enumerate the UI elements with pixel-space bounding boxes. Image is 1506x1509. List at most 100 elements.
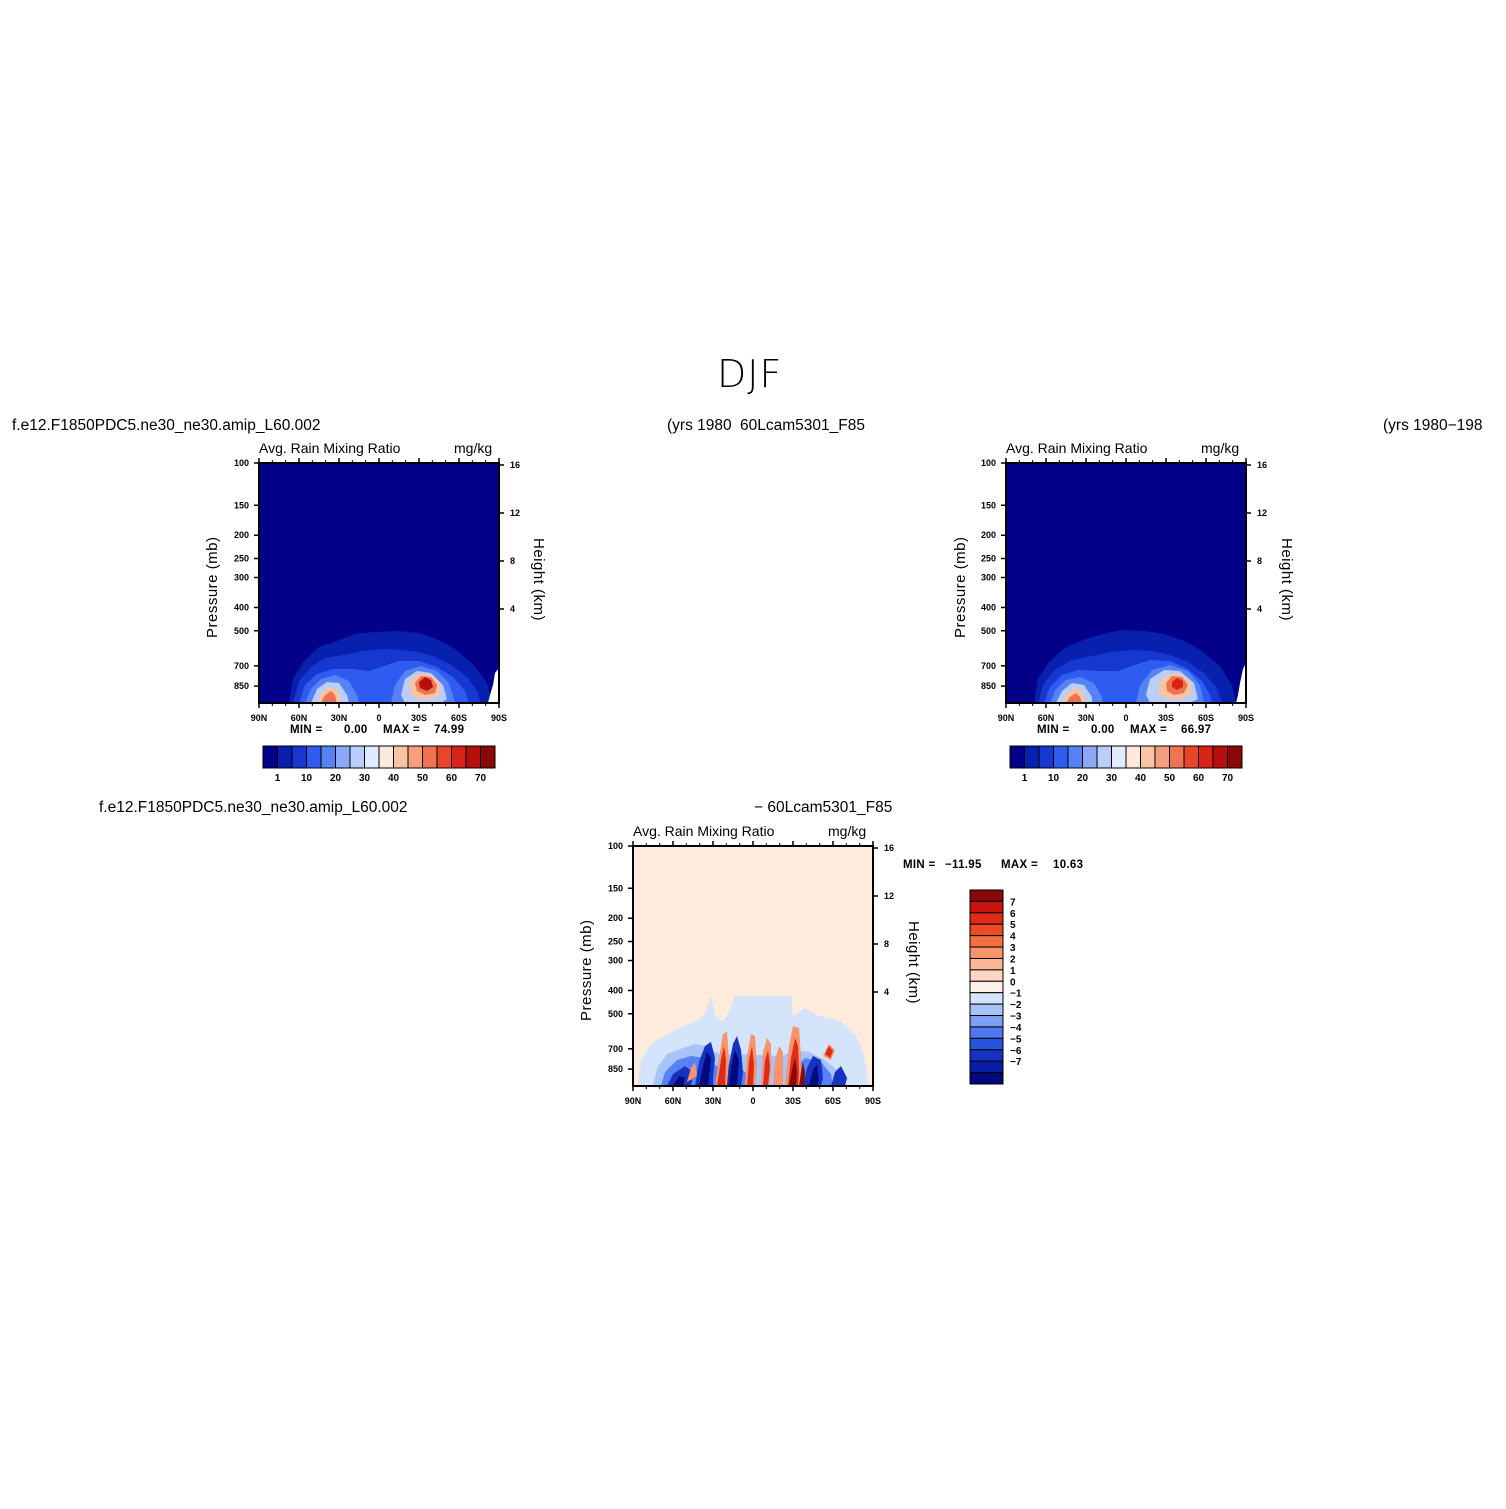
y-tick-label: 200 <box>608 913 623 923</box>
colorbar-label: 1 <box>1022 773 1028 784</box>
x-tick-label: 90S <box>865 1096 881 1106</box>
x-tick-label: 60N <box>291 713 308 723</box>
colorbar-box <box>969 992 1004 1005</box>
y2-tick-label: 4 <box>1257 604 1262 614</box>
panel1-min-label: MIN = <box>290 724 323 736</box>
diff-left-case-label: f.e12.F1850PDC5.ne30_ne30.amip_L60.002 <box>99 799 408 816</box>
x-tick-label: 30S <box>785 1096 801 1106</box>
rain-contour-layers <box>289 631 499 703</box>
y-tick-label: 100 <box>234 458 249 468</box>
panel2-title: Avg. Rain Mixing Ratio <box>1006 440 1148 456</box>
colorbar-box <box>969 1049 1004 1062</box>
y-tick-label: 850 <box>981 681 996 691</box>
colorbar-box <box>1038 745 1054 769</box>
colorbar-box <box>1053 745 1069 769</box>
colorbar-box <box>1183 745 1199 769</box>
colorbar-label: 60 <box>1193 773 1205 784</box>
y2-tick-label: 12 <box>884 891 894 901</box>
colorbar-label: 40 <box>1135 773 1147 784</box>
y2-tick-label: 12 <box>510 508 520 518</box>
colorbar-label: 5 <box>1010 920 1016 931</box>
x-tick-label: 90N <box>998 713 1015 723</box>
colorbar-label: −6 <box>1010 1046 1022 1057</box>
y-tick-label: 200 <box>981 530 996 540</box>
panel3-y2label: Height (km) <box>905 921 922 1005</box>
colorbar-label: 7 <box>1010 897 1016 908</box>
colorbar-label: 30 <box>359 773 371 784</box>
colorbar-label: −5 <box>1010 1034 1022 1045</box>
x-tick-label: 30S <box>1158 713 1174 723</box>
colorbar-box <box>969 1072 1004 1085</box>
top-right-case-label: 60Lcam5301_F85 <box>740 417 865 434</box>
y-tick-label: 300 <box>608 956 623 966</box>
colorbar-box <box>422 745 438 769</box>
colorbar-box <box>1140 745 1156 769</box>
panel3-axes: 90N 60N 30N 0 30S 60S 90S 100 150 200 250 300 400 500… <box>608 841 894 1106</box>
y-tick-label: 400 <box>981 602 996 612</box>
panel3-ylabel: Pressure (mb) <box>578 919 595 1021</box>
y-tick-label: 500 <box>981 626 996 636</box>
panel2-colorbar: 1 10 20 30 40 50 60 70 <box>1009 745 1243 784</box>
colorbar-box <box>306 745 322 769</box>
colorbar-label: 70 <box>1222 773 1234 784</box>
x-tick-label: 90S <box>1238 713 1254 723</box>
colorbar-label: 50 <box>417 773 429 784</box>
panel2-max-value: 66.97 <box>1181 724 1212 736</box>
colorbar-box <box>291 745 307 769</box>
colorbar-box <box>262 745 278 769</box>
colorbar-box <box>1024 745 1040 769</box>
colorbar-label: 2 <box>1010 954 1016 965</box>
colorbar-box <box>1212 745 1228 769</box>
colorbar-box <box>969 1026 1004 1039</box>
colorbar-label: 70 <box>475 773 487 784</box>
x-tick-label: 60S <box>825 1096 841 1106</box>
colorbar-box <box>969 957 1004 971</box>
negative-3 <box>667 1036 847 1086</box>
panel3-min-label: MIN = <box>903 859 936 871</box>
colorbar-box <box>349 745 365 769</box>
y-tick-label: 150 <box>234 500 249 510</box>
colorbar-box <box>1227 745 1243 769</box>
colorbar-label: 10 <box>1048 773 1060 784</box>
colorbar-label: 30 <box>1106 773 1118 784</box>
panel3-min-value: −11.95 <box>945 859 982 871</box>
panel3-title: Avg. Rain Mixing Ratio <box>633 823 775 839</box>
colorbar-box <box>969 889 1004 902</box>
colorbar-box <box>1082 745 1098 769</box>
colorbar-box <box>969 946 1004 959</box>
x-tick-label: 90N <box>625 1096 642 1106</box>
x-tick-label: 60N <box>1038 713 1055 723</box>
panel2-y2label: Height (km) <box>1278 538 1295 622</box>
y-tick-label: 250 <box>981 554 996 564</box>
colorbar-label: 6 <box>1010 909 1016 920</box>
colorbar-box <box>969 1003 1004 1017</box>
colorbar-label: 50 <box>1164 773 1176 784</box>
y-tick-label: 250 <box>234 554 249 564</box>
panel2-axes: 90N 60N 30N 0 30S 60S 90S 100 150 200 250 300 400 500… <box>981 458 1267 723</box>
blank-region <box>488 668 499 703</box>
rain-contour-layers <box>1034 630 1246 703</box>
colorbar-label: 1 <box>275 773 281 784</box>
colorbar-label: 0 <box>1010 977 1016 988</box>
colorbar-box <box>277 745 293 769</box>
y2-tick-label: 16 <box>510 460 520 470</box>
colorbar-box <box>320 745 336 769</box>
y2-tick-label: 12 <box>1257 508 1267 518</box>
colorbar-box <box>436 745 452 769</box>
contour-level-8 <box>419 677 433 691</box>
y-tick-label: 700 <box>234 661 249 671</box>
colorbar-box <box>364 745 380 769</box>
x-tick-label: 0 <box>376 713 381 723</box>
diff-right-case-label: − 60Lcam5301_F85 <box>754 799 893 816</box>
y-tick-label: 250 <box>608 937 623 947</box>
colorbar-label: 1 <box>1010 966 1016 977</box>
colorbar-label: −7 <box>1010 1057 1022 1068</box>
y2-tick-label: 4 <box>510 604 515 614</box>
x-tick-label: 30S <box>411 713 427 723</box>
colorbar-box <box>1009 745 1025 769</box>
panel1-axes: 90N 60N 30N 0 30S 60S 90S 100 150 200 250 300 400 500… <box>234 458 520 723</box>
colorbar-label: −3 <box>1010 1012 1022 1023</box>
x-tick-label: 90N <box>251 713 268 723</box>
negative-4 <box>673 1050 819 1086</box>
